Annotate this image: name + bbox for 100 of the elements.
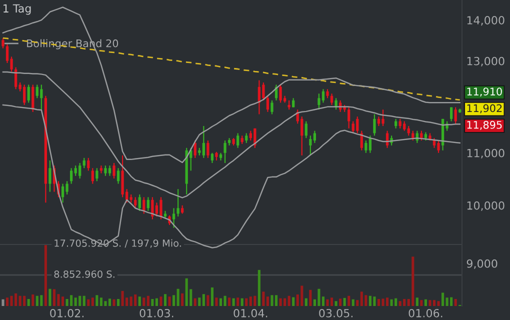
- candlestick: [82, 157, 86, 169]
- candlestick: [104, 164, 107, 176]
- candlestick: [454, 106, 457, 124]
- bar: [249, 296, 252, 306]
- bar: [442, 292, 444, 306]
- candlestick: [352, 120, 354, 134]
- candlestick: [377, 116, 380, 127]
- candlestick: [224, 140, 226, 164]
- bar: [394, 298, 398, 306]
- bar: [348, 296, 350, 306]
- bar: [96, 295, 98, 306]
- text: 11,895: [467, 120, 502, 130]
- bar: [432, 300, 436, 306]
- bar: [168, 296, 171, 306]
- candlestick: [373, 114, 376, 136]
- bar: [23, 296, 26, 306]
- bar: [194, 298, 196, 306]
- candlestick: [116, 168, 120, 184]
- candlestick: [420, 130, 423, 142]
- candlestick: [36, 84, 38, 99]
- bar: [27, 298, 30, 306]
- bar: [164, 294, 167, 306]
- y-tick-label: 14,000: [467, 16, 504, 26]
- chart-title: 1 Tag: [4, 4, 31, 15]
- candlestick: [348, 106, 350, 129]
- candlestick: [206, 140, 210, 158]
- bar: [104, 301, 107, 306]
- bar: [40, 295, 43, 306]
- bar: [10, 296, 13, 306]
- bar: [206, 295, 210, 306]
- bar: [82, 296, 86, 306]
- bar: [74, 298, 77, 306]
- bar: [232, 298, 235, 306]
- candlestick: [356, 116, 359, 134]
- bar: [44, 245, 47, 306]
- bar: [78, 296, 82, 306]
- bar: [215, 298, 218, 306]
- bar: [160, 296, 162, 306]
- bar: [6, 298, 9, 306]
- bar: [198, 298, 201, 306]
- bar: [343, 298, 346, 306]
- candlestick: [172, 208, 176, 228]
- bar: [364, 295, 368, 306]
- candlestick: [382, 109, 384, 127]
- candlestick: [87, 157, 90, 172]
- bar: [108, 298, 112, 306]
- annotation: 11,910: [467, 88, 502, 97]
- bar: [172, 295, 176, 306]
- bar: [202, 294, 205, 306]
- bar: [134, 294, 137, 306]
- bar: [288, 296, 290, 306]
- bar: [262, 292, 265, 306]
- candlestick: [368, 135, 372, 154]
- bar: [292, 297, 295, 306]
- candlestick: [160, 196, 162, 220]
- bar: [318, 288, 320, 306]
- bar: [185, 278, 188, 306]
- bar: [398, 301, 402, 306]
- bar: [151, 298, 154, 306]
- bar: [274, 295, 278, 306]
- bar: [334, 301, 338, 306]
- candlestick: [134, 196, 137, 209]
- bar: [138, 296, 141, 306]
- candlestick: [266, 95, 270, 112]
- y-tick-label: 9,000: [466, 259, 498, 269]
- candlestick: [309, 135, 312, 156]
- candlestick: [364, 140, 368, 154]
- bar: [87, 299, 90, 306]
- x-tick-label: 01.02.: [50, 308, 84, 318]
- bar: [116, 298, 120, 306]
- candlestick: [318, 93, 320, 110]
- x-tick-label: 01.06.: [408, 308, 442, 318]
- bar: [2, 299, 4, 306]
- bar: [48, 288, 52, 306]
- y-tick-label: 10,000: [467, 201, 504, 211]
- candlestick: [210, 152, 214, 164]
- bar: [377, 298, 380, 306]
- bar: [32, 294, 34, 306]
- bar: [428, 300, 432, 306]
- bar: [52, 289, 56, 306]
- bar: [100, 298, 102, 306]
- bar: [18, 296, 22, 306]
- bar: [326, 299, 329, 306]
- bar: [121, 290, 124, 306]
- bar: [373, 296, 376, 306]
- bar: [270, 295, 274, 306]
- candlestick: [121, 154, 124, 198]
- bar: [390, 299, 393, 306]
- bar: [352, 299, 354, 306]
- candlestick: [176, 188, 180, 218]
- bar: [450, 297, 453, 306]
- bar: [155, 298, 158, 306]
- candlestick: [155, 202, 158, 218]
- bar: [412, 256, 414, 306]
- bar: [181, 293, 184, 306]
- candlestick: [100, 164, 103, 174]
- x-tick-label: 01.03.: [140, 308, 174, 318]
- candlestick: [138, 194, 141, 212]
- candlestick: [70, 168, 73, 184]
- candlestick: [48, 160, 52, 192]
